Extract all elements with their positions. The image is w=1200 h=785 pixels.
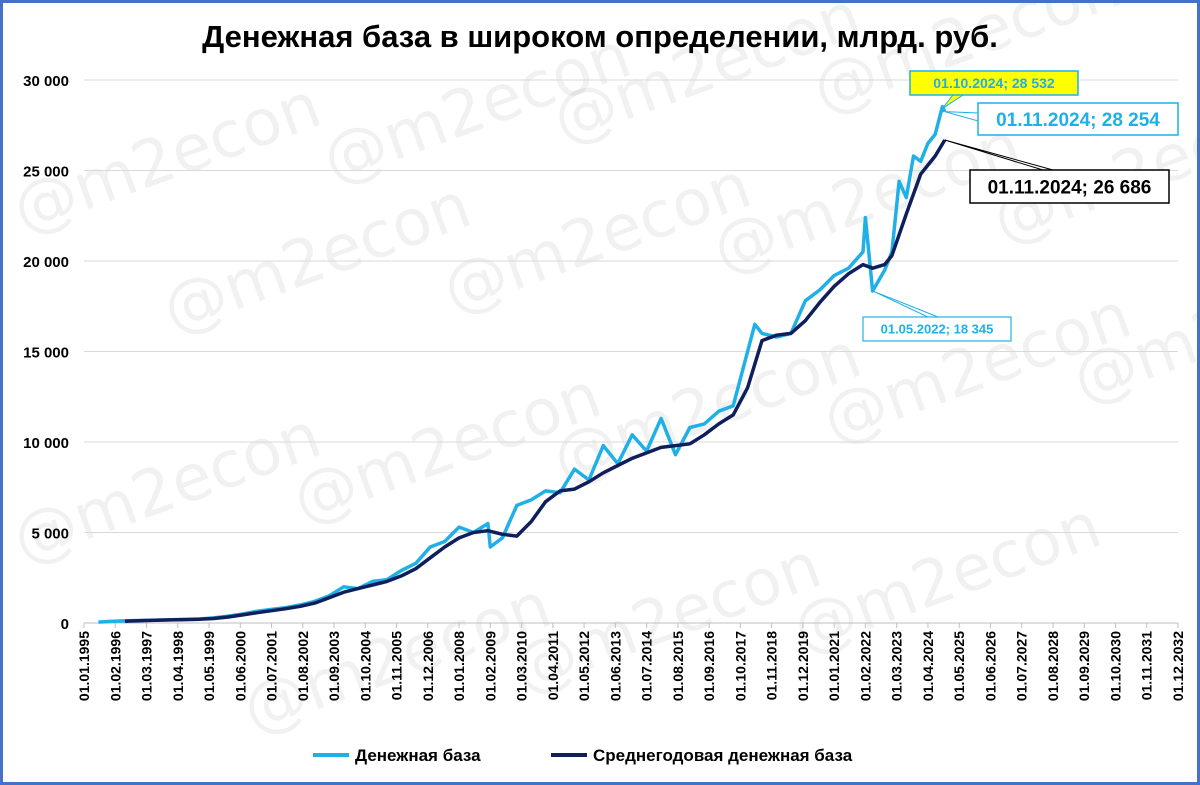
callout-nov-2024-avg-label: 01.11.2024; 26 686 [988, 177, 1152, 198]
x-tick-label: 01.08.2028 [1045, 631, 1061, 701]
callout-oct-2024-leader [941, 94, 965, 109]
y-tick-label: 30 000 [23, 73, 69, 90]
x-tick-label: 01.07.2014 [639, 631, 655, 701]
series-line-avg-money-base [124, 139, 947, 623]
chart-svg: @m2econ@m2econ@m2econ@m2econ@m2econ@m2ec… [3, 3, 1197, 765]
x-tick-label: 01.06.2026 [982, 631, 998, 701]
callout-may-2022-label: 01.05.2022; 18 345 [881, 322, 994, 337]
x-tick-label: 01.03.2023 [889, 631, 905, 701]
callout-may-2022-leader [872, 290, 939, 318]
x-tick-label: 01.12.2032 [1170, 631, 1186, 701]
x-tick-label: 01.10.2030 [1107, 631, 1123, 701]
watermark-text: @m2econ [3, 399, 330, 578]
x-tick-label: 01.06.2013 [607, 631, 623, 701]
x-tick-label: 01.04.2011 [545, 631, 561, 701]
callout-oct-2024-label: 01.10.2024; 28 532 [933, 75, 1055, 91]
x-tick-label: 01.09.2016 [701, 631, 717, 701]
y-tick-label: 10 000 [23, 435, 69, 452]
callout-nov-2024-avg-box [969, 169, 1170, 204]
x-tick-label: 01.09.2003 [326, 631, 342, 701]
x-tick-label: 01.02.2022 [857, 631, 873, 701]
y-tick-label: 0 [61, 616, 69, 633]
x-tick-label: 01.10.2004 [357, 631, 373, 701]
x-tick-label: 01.08.2015 [670, 631, 686, 701]
watermark-text: @m2econ [3, 69, 330, 248]
y-tick-label: 15 000 [23, 345, 69, 362]
y-tick-label: 25 000 [23, 164, 69, 181]
x-tick-label: 01.07.2001 [264, 631, 280, 701]
x-tick-label: 01.05.2025 [951, 631, 967, 701]
watermark-text: @m2econ [153, 169, 480, 348]
x-tick-label: 01.01.1995 [76, 631, 92, 701]
x-tick-label: 01.04.2024 [920, 631, 936, 701]
x-tick-label: 01.12.2006 [420, 631, 436, 701]
x-tick-label: 01.03.2010 [514, 631, 530, 701]
x-tick-label: 01.03.1997 [139, 631, 155, 701]
legend-avg-money-base-label: Среднегодовая денежная база [593, 746, 853, 765]
x-tick-label: 01.04.1998 [170, 631, 186, 701]
x-tick-label: 01.11.2005 [389, 631, 405, 701]
x-tick-label: 01.09.2029 [1076, 631, 1092, 701]
x-tick-label: 01.06.2000 [232, 631, 248, 701]
y-tick-label: 5 000 [31, 526, 69, 543]
x-tick-label: 01.02.2009 [482, 631, 498, 701]
x-tick-label: 01.01.2021 [826, 631, 842, 701]
x-tick-label: 01.08.2002 [295, 631, 311, 701]
y-tick-label: 20 000 [23, 254, 69, 271]
x-tick-label: 01.01.2008 [451, 631, 467, 701]
x-tick-label: 01.07.2027 [1014, 631, 1030, 701]
x-tick-label: 01.12.2019 [795, 631, 811, 701]
callout-nov-2024-base-box [977, 102, 1179, 136]
callout-nov-2024-base-leader [944, 111, 979, 122]
chart-title: Денежная база в широком определении, млр… [202, 19, 998, 54]
callout-oct-2024-box [909, 70, 1079, 96]
x-tick-label: 01.11.2031 [1139, 631, 1155, 701]
legend-money-base-label: Денежная база [355, 746, 481, 765]
callout-may-2022-box [862, 316, 1012, 342]
callout-nov-2024-base-label: 01.11.2024; 28 254 [996, 110, 1160, 131]
x-tick-label: 01.11.2018 [764, 631, 780, 701]
x-tick-label: 01.10.2017 [732, 631, 748, 701]
x-tick-label: 01.02.1996 [107, 631, 123, 701]
x-tick-label: 01.05.2012 [576, 631, 592, 701]
x-tick-label: 01.05.1999 [201, 631, 217, 701]
